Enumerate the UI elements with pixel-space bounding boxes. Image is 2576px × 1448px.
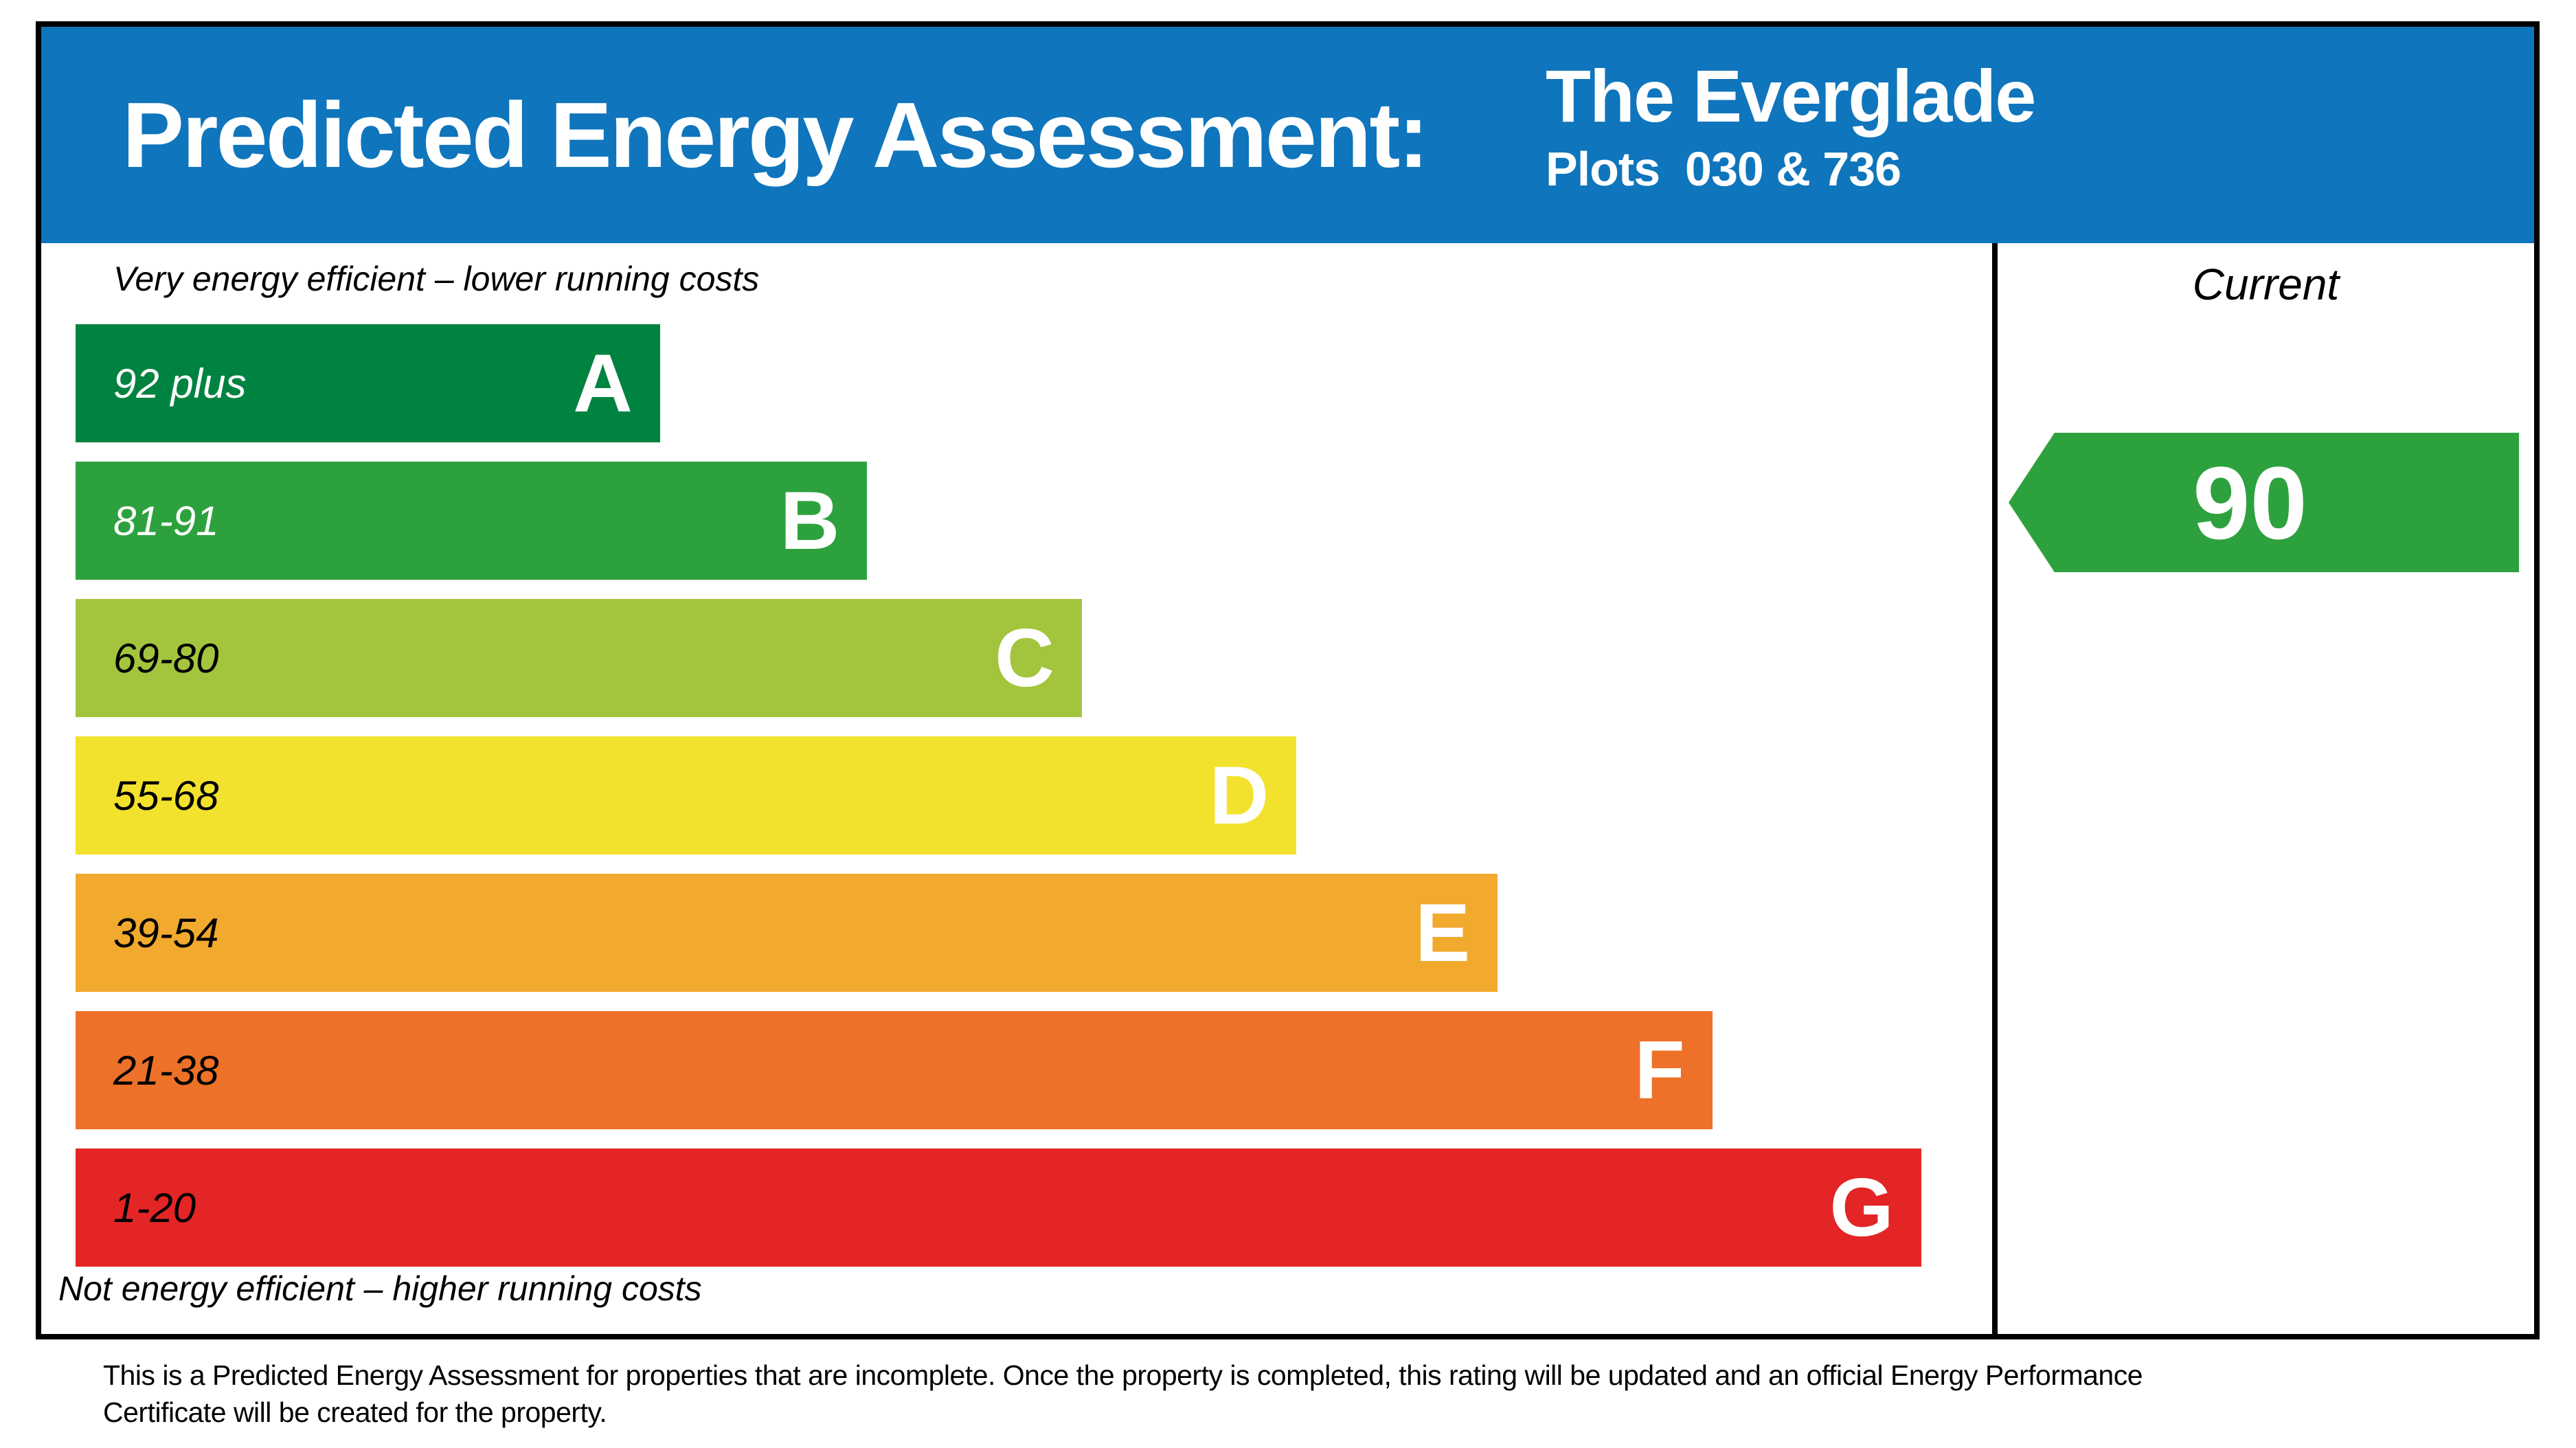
band-a-letter: A (573, 337, 633, 429)
band-c-range-label: 69-80 (113, 635, 219, 681)
top-efficiency-label: Very energy efficient – lower running co… (113, 260, 760, 298)
band-b-bar: 81-91 B (76, 462, 868, 580)
band-f-range-label: 21-38 (113, 1047, 219, 1094)
band-g-bar: 1-20 G (76, 1149, 1921, 1267)
band-b-range-label: 81-91 (113, 497, 219, 544)
footer-line-1: This is a Predicted Energy Assessment fo… (103, 1359, 2143, 1391)
current-column-divider (1992, 243, 1998, 1334)
current-rating-value: 90 (2193, 444, 2307, 561)
band-d-letter: D (1209, 749, 1269, 841)
band-c-letter: C (995, 612, 1054, 704)
footer-disclaimer: This is a Predicted Energy Assessment fo… (103, 1357, 2487, 1431)
band-b-letter: B (780, 475, 840, 567)
current-column-label: Current (2192, 260, 2340, 309)
band-d-bar: 55-68 D (76, 736, 1297, 855)
band-d-range-label: 55-68 (113, 772, 219, 819)
epc-chart-frame: Predicted Energy Assessment: The Evergla… (36, 21, 2540, 1339)
footer-line-2: Certificate will be created for the prop… (103, 1396, 607, 1429)
band-f-bar: 21-38 F (76, 1011, 1713, 1129)
bottom-efficiency-label: Not energy efficient – higher running co… (58, 1269, 702, 1308)
epc-band-bars: 92 plus A 81-91 B 69-80 C 55-68 D 39-54 (76, 324, 1992, 1286)
current-rating-arrow: 90 (2009, 433, 2519, 572)
band-a-bar: 92 plus A (76, 324, 660, 442)
band-a-range-label: 92 plus (113, 360, 247, 407)
band-e-bar: 39-54 E (76, 874, 1498, 992)
property-block: The Everglade Plots 030 & 736 (1546, 54, 2036, 196)
property-plots: Plots 030 & 736 (1546, 142, 1901, 196)
band-e-letter: E (1415, 887, 1471, 979)
band-g-range-label: 1-20 (113, 1184, 196, 1231)
band-c-bar: 69-80 C (76, 599, 1082, 717)
page-title: Predicted Energy Assessment: (122, 83, 1429, 187)
band-f-letter: F (1634, 1024, 1685, 1116)
header: Predicted Energy Assessment: The Evergla… (41, 27, 2534, 243)
band-e-range-label: 39-54 (113, 909, 219, 956)
band-g-letter: G (1829, 1162, 1894, 1254)
property-name: The Everglade (1546, 54, 2036, 137)
